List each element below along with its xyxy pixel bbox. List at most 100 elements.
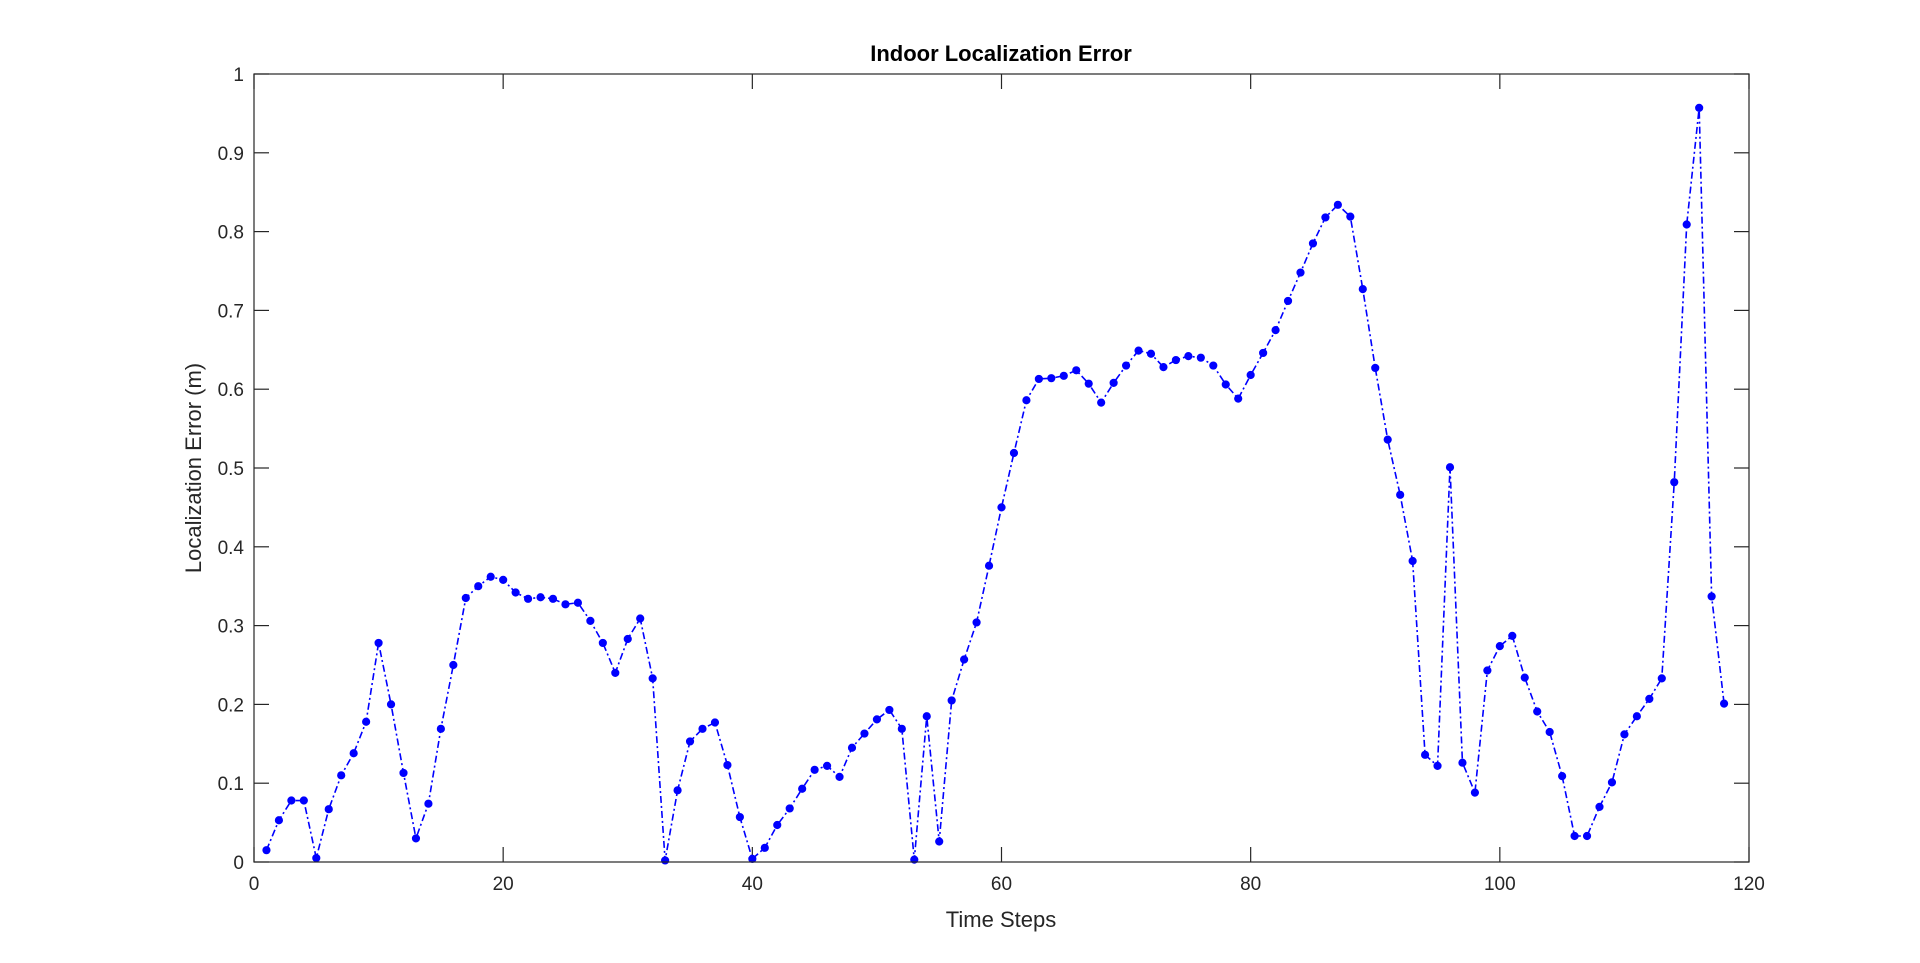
- data-point: [760, 843, 769, 852]
- data-point: [710, 718, 720, 727]
- data-point: [1396, 490, 1405, 499]
- data-point: [1196, 353, 1205, 362]
- data-point: [773, 820, 782, 830]
- data-point: [1445, 463, 1455, 472]
- data-point: [1346, 212, 1355, 221]
- data-point: [1059, 371, 1068, 380]
- data-point: [1121, 361, 1131, 370]
- data-point: [997, 503, 1006, 512]
- data-point: [1009, 448, 1019, 458]
- data-point: [1296, 268, 1305, 277]
- data-point: [1495, 641, 1504, 651]
- data-point: [1283, 296, 1293, 306]
- data-point: [324, 805, 333, 814]
- data-point: [1645, 694, 1654, 703]
- data-point: [1595, 802, 1604, 811]
- data-point: [536, 593, 545, 602]
- data-point: [611, 668, 620, 677]
- data-point: [1084, 379, 1093, 388]
- data-point: [935, 837, 944, 846]
- data-point: [810, 765, 819, 774]
- y-tick-label: 0.9: [218, 144, 244, 165]
- data-point: [785, 804, 794, 813]
- data-point: [636, 614, 645, 623]
- data-point: [523, 594, 533, 603]
- data-point: [1420, 750, 1430, 759]
- data-point: [374, 638, 383, 648]
- data-point: [1682, 220, 1691, 229]
- data-point: [449, 660, 458, 670]
- data-point: [623, 634, 632, 644]
- data-point: [274, 816, 284, 825]
- x-axis-label: Time Steps: [946, 907, 1056, 932]
- series-line: [265, 107, 1725, 862]
- data-point: [723, 760, 732, 770]
- data-point: [1433, 761, 1442, 770]
- data-point: [872, 715, 882, 724]
- data-point: [598, 638, 607, 648]
- data-point: [897, 724, 906, 733]
- axis-ticks: 0 20 40 60 80 100 120 0 0.1 0.2 0.3 0.4 0.5 0.6 0.7 0.8…: [218, 65, 1765, 895]
- data-point: [511, 588, 520, 597]
- data-point: [1545, 727, 1554, 737]
- data-point: [1458, 758, 1467, 767]
- data-point: [561, 600, 570, 609]
- data-point: [885, 705, 894, 715]
- data-point: [573, 598, 583, 607]
- data-point: [399, 768, 408, 778]
- data-point: [299, 796, 308, 805]
- data-point: [1259, 348, 1268, 358]
- x-tick-label: 80: [1240, 874, 1261, 895]
- y-axis-label: Localization Error (m): [181, 363, 206, 573]
- data-point: [1632, 712, 1641, 721]
- data-point: [1109, 378, 1118, 387]
- x-tick-label: 0: [249, 874, 260, 895]
- data-point: [648, 674, 657, 683]
- data-point: [661, 856, 670, 865]
- y-tick-label: 1: [233, 65, 244, 86]
- data-point: [960, 655, 969, 664]
- data-point: [1022, 396, 1031, 405]
- y-tick-label: 0.5: [218, 459, 244, 480]
- data-point: [1097, 398, 1106, 407]
- data-point: [586, 616, 595, 625]
- data-point: [1047, 374, 1056, 383]
- data-point: [1670, 478, 1679, 487]
- data-point: [1159, 363, 1168, 372]
- x-tick-label: 120: [1733, 874, 1765, 895]
- data-point: [947, 696, 956, 705]
- plot-frame: [253, 73, 1750, 863]
- y-tick-label: 0.1: [218, 774, 244, 795]
- data-point: [1620, 730, 1629, 739]
- data-point: [1246, 370, 1255, 380]
- data-point: [1533, 707, 1542, 716]
- data-point: [1134, 346, 1143, 355]
- data-point: [1308, 239, 1318, 248]
- data-point: [461, 593, 470, 603]
- data-point: [1146, 349, 1156, 358]
- data-point: [1321, 213, 1330, 222]
- data-point: [436, 724, 445, 733]
- data-point: [835, 772, 844, 781]
- y-tick-label: 0.8: [218, 223, 244, 244]
- data-point: [1657, 674, 1666, 683]
- data-point: [1408, 556, 1417, 566]
- data-point: [685, 737, 695, 746]
- data-point: [486, 572, 495, 581]
- data-point: [262, 846, 271, 855]
- data-point: [1483, 666, 1492, 675]
- y-tick-label: 0.3: [218, 617, 244, 638]
- data-point: [1184, 352, 1193, 361]
- data-point: [287, 796, 296, 805]
- data-point: [1695, 103, 1704, 112]
- data-point: [424, 799, 433, 808]
- data-point: [1558, 772, 1567, 781]
- x-tick-label: 20: [493, 874, 514, 895]
- data-point: [798, 784, 807, 793]
- data-point: [362, 717, 371, 726]
- plot-area: [254, 74, 1749, 862]
- data-point: [312, 853, 321, 863]
- chart-title: Indoor Localization Error: [870, 41, 1132, 66]
- y-tick-label: 0: [233, 853, 244, 874]
- data-point: [1520, 673, 1529, 682]
